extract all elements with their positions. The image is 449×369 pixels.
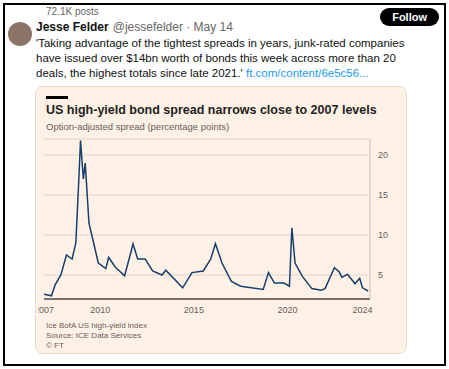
svg-text:2007: 2007 — [38, 305, 54, 315]
svg-text:15: 15 — [378, 190, 388, 200]
svg-text:10: 10 — [378, 230, 388, 240]
svg-text:2024: 2024 — [352, 305, 372, 315]
html-text:Source: ICE Data Services: Source: ICE Data Services — [46, 331, 142, 340]
html-text:Option-adjusted spread (percen: Option-adjusted spread (percentage point… — [46, 121, 230, 132]
html-text:72.1K posts: 72.1K posts — [46, 6, 99, 17]
html-text:deals, the highest totals sinc: deals, the highest totals since late 202… — [36, 67, 369, 79]
html-text:Ice BofA US high-yield index: Ice BofA US high-yield index — [46, 321, 147, 330]
html-text:© FT: © FT — [46, 341, 64, 350]
svg-text:2015: 2015 — [184, 305, 204, 315]
svg-text:2010: 2010 — [90, 305, 110, 315]
svg-text:2020: 2020 — [278, 305, 298, 315]
svg-text:5: 5 — [378, 270, 383, 280]
html-text:have issued over $14bn worth o: have issued over $14bn worth of bonds th… — [36, 52, 396, 64]
svg-text:20: 20 — [378, 150, 388, 160]
html-text:Follow: Follow — [392, 11, 427, 23]
html-text:US high-yield bond spread narr: US high-yield bond spread narrows close … — [46, 103, 377, 117]
html-text:Jesse Felder @jessefelder · Ma: Jesse Felder @jessefelder · May 14 — [36, 20, 233, 34]
html-text:'Taking advantage of the tight: 'Taking advantage of the tightest spread… — [36, 37, 405, 49]
